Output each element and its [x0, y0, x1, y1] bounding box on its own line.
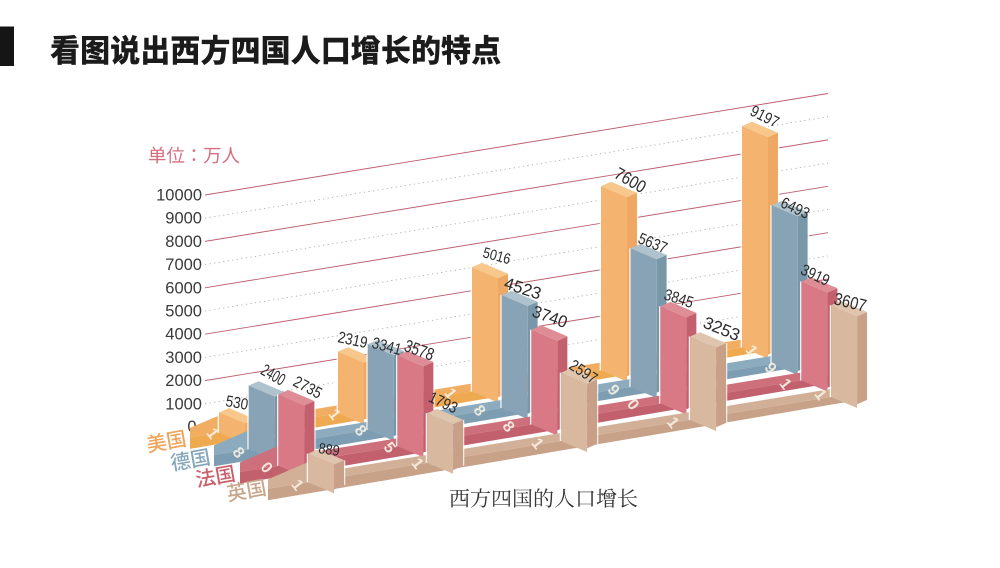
svg-text:9000: 9000 — [165, 210, 202, 228]
svg-text:3000: 3000 — [165, 349, 202, 367]
svg-text:4000: 4000 — [165, 326, 202, 344]
svg-text:6000: 6000 — [165, 279, 202, 297]
svg-text:2319: 2319 — [336, 329, 369, 352]
svg-text:530: 530 — [224, 393, 249, 414]
svg-text:0: 0 — [187, 418, 196, 436]
svg-text:2000: 2000 — [165, 372, 202, 390]
svg-text:889: 889 — [318, 439, 341, 459]
svg-text:5000: 5000 — [165, 303, 202, 321]
svg-text:7000: 7000 — [165, 256, 202, 274]
svg-text:1000: 1000 — [165, 395, 202, 413]
svg-text:8000: 8000 — [165, 233, 202, 251]
svg-text:10000: 10000 — [156, 187, 202, 205]
